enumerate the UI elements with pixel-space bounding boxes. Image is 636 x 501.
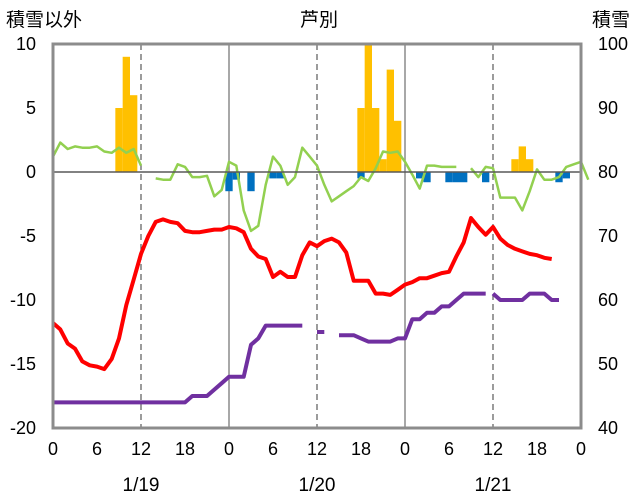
x-tick-label: 0 [224, 439, 234, 459]
wind-line-segment-2 [470, 160, 590, 212]
y-right-tick-label: 40 [598, 418, 618, 438]
sunshine-bar-2 [247, 172, 255, 192]
y-right-tick-label: 80 [598, 162, 618, 182]
sunshine-bar-5 [357, 172, 365, 179]
y-left-tick-label: 10 [16, 34, 36, 54]
wind-line-segment-0 [51, 141, 143, 167]
x-tick-label: 0 [576, 439, 586, 459]
y-right-tick-label: 100 [598, 34, 628, 54]
x-tick-label: 0 [400, 439, 410, 459]
sunshine-bar-9 [452, 172, 460, 183]
precip-bar-10 [518, 146, 526, 172]
y-left-tick-label: -15 [10, 354, 36, 374]
precip-bar-5 [372, 108, 380, 172]
y-left-tick-label: -20 [10, 418, 36, 438]
sunshine-bar-0 [225, 172, 233, 192]
x-tick-label: 12 [131, 439, 151, 459]
sunshine-bar-10 [460, 172, 468, 183]
x-tick-label: 18 [527, 439, 547, 459]
bar-layer [115, 44, 570, 192]
precip-bar-9 [511, 159, 519, 172]
precip-bar-3 [357, 108, 365, 172]
snow-line-segment-0 [53, 323, 303, 405]
sunshine-bar-8 [445, 172, 453, 183]
sunshine-bar-7 [423, 172, 431, 183]
y-right-tick-label: 50 [598, 354, 618, 374]
snow-line-segment-3 [491, 291, 559, 302]
x-tick-label: 6 [268, 439, 278, 459]
y-right-tick-label: 90 [598, 98, 618, 118]
date-label: 1/20 [299, 475, 336, 496]
precip-bar-6 [379, 159, 387, 172]
date-label: 1/21 [475, 475, 512, 496]
x-tick-label: 18 [351, 439, 371, 459]
y-right-tick-label: 70 [598, 226, 618, 246]
x-tick-label: 6 [444, 439, 454, 459]
grid-layer [140, 44, 494, 428]
plot-frame [51, 42, 583, 430]
precip-bar-8 [394, 120, 402, 172]
chart-title: 芦別 [300, 9, 338, 31]
sunshine-bar-6 [416, 172, 424, 179]
wind-line-segment-1 [155, 146, 457, 233]
sunshine-bar-1 [232, 172, 240, 180]
temp-line-segment-0 [51, 216, 553, 372]
date-label: 1/19 [123, 475, 160, 496]
y-left-tick-label: -5 [20, 226, 36, 246]
x-tick-label: 0 [48, 439, 58, 459]
left-axis-label: 積雪以外 [6, 9, 82, 31]
precip-bar-1 [122, 56, 130, 172]
axes-layer [51, 42, 583, 430]
x-tick-label: 12 [483, 439, 503, 459]
precip-bar-0 [115, 108, 123, 172]
line-layer [51, 141, 590, 405]
precip-bar-4 [364, 44, 372, 172]
sunshine-bar-11 [482, 172, 490, 183]
y-right-tick-label: 60 [598, 290, 618, 310]
snow-line-segment-2 [339, 291, 486, 344]
sunshine-bar-3 [269, 172, 277, 179]
sunshine-bar-13 [562, 172, 570, 179]
sunshine-bar-4 [276, 172, 284, 179]
y-left-tick-label: 5 [26, 98, 36, 118]
precip-bar-2 [130, 95, 138, 172]
right-axis-label: 積雪 [592, 9, 630, 31]
x-tick-label: 18 [175, 439, 195, 459]
precip-bar-11 [526, 159, 534, 172]
precip-bar-7 [386, 69, 394, 172]
y-left-tick-label: 0 [26, 162, 36, 182]
x-tick-label: 6 [92, 439, 102, 459]
y-left-tick-label: -10 [10, 290, 36, 310]
x-tick-label: 12 [307, 439, 327, 459]
